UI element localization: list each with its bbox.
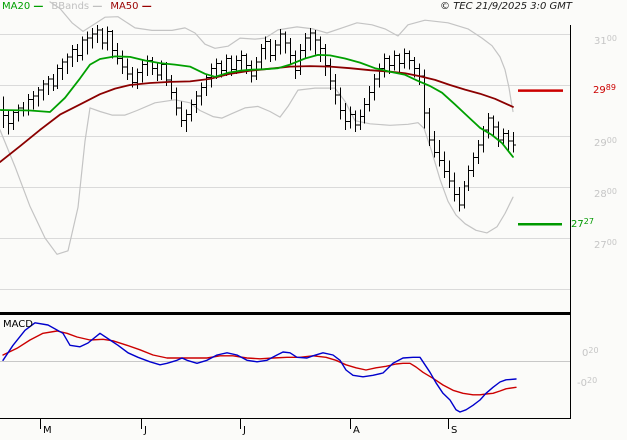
bollinger-upper-band <box>49 1 514 113</box>
price-axis-label: 2700 <box>594 238 617 251</box>
month-label: J <box>243 425 246 436</box>
ma50-line <box>0 65 514 163</box>
legend-label-ma50: MA50 <box>110 1 139 12</box>
month-label: M <box>43 425 52 436</box>
macd-line <box>2 322 517 413</box>
legend-item-bbands: BBands — <box>51 1 102 12</box>
legend-dash-ma50: — <box>141 1 152 12</box>
month-label: J <box>144 425 147 436</box>
macd-axis-label: -020 <box>577 376 598 389</box>
legend: MA20 — BBands — MA50 — <box>2 1 160 13</box>
price-axis-label: 2800 <box>594 187 617 200</box>
legend-dash-bbands: — <box>92 1 102 12</box>
price-axis-label: 2900 <box>594 136 617 149</box>
copyright-text: © TEC 21/9/2025 3:0 GMT <box>440 1 572 12</box>
month-label: A <box>353 425 360 436</box>
legend-dash-ma20: — <box>33 1 43 12</box>
level-label: 2727 <box>571 216 594 230</box>
level-label: 2989 <box>593 83 616 97</box>
legend-label-ma20: MA20 <box>2 1 31 12</box>
macd-panel-title: MACD <box>3 319 33 330</box>
legend-item-ma50: MA50 — <box>110 1 152 12</box>
macd-signal-line <box>2 330 517 396</box>
candles <box>1 24 516 212</box>
ma20-line <box>0 54 514 158</box>
bollinger-lower-band <box>0 87 514 255</box>
macd-axis-label: 020 <box>582 346 599 359</box>
price-axis-label: 3100 <box>594 34 617 47</box>
legend-item-ma20: MA20 — <box>2 1 43 12</box>
month-label: S <box>451 425 458 436</box>
legend-label-bbands: BBands <box>51 1 90 12</box>
